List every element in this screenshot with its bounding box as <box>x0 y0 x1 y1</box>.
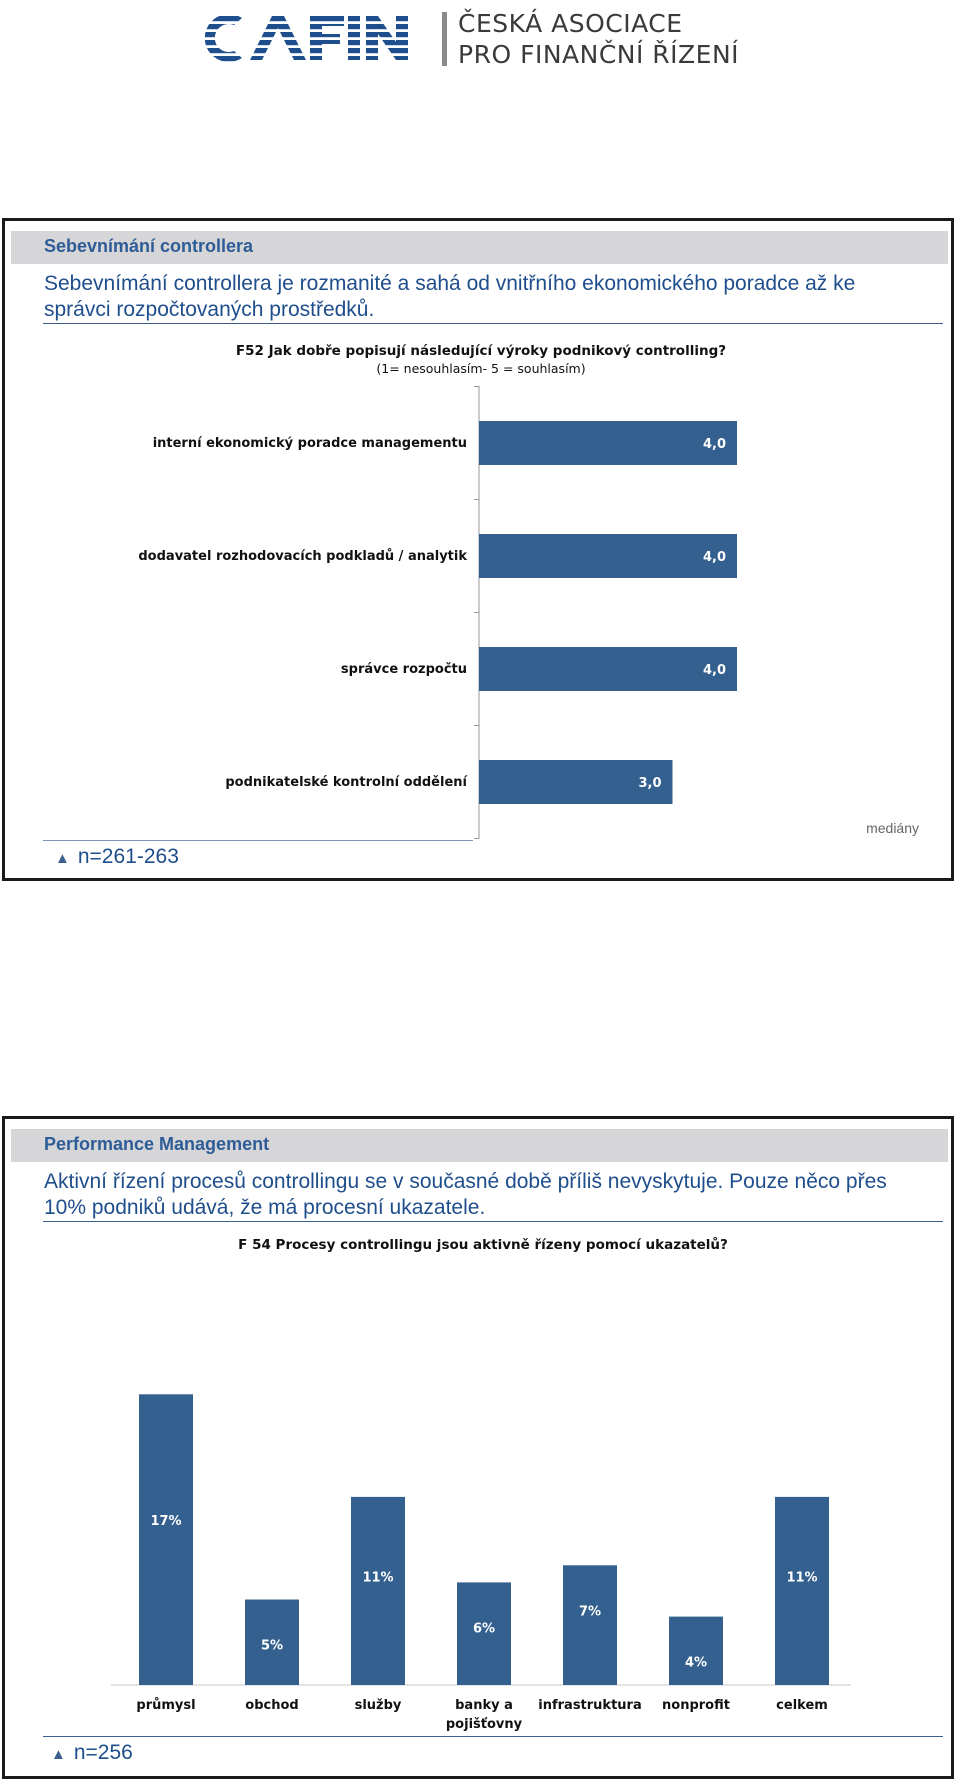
data-label: 5% <box>261 1639 283 1654</box>
bar <box>563 1565 617 1685</box>
org-name: ČESKÁ ASOCIACE PRO FINANČNÍ ŘÍZENÍ <box>458 8 739 70</box>
triangle-icon: ▲ <box>51 1746 66 1763</box>
data-label: 4% <box>685 1656 707 1671</box>
data-label: 7% <box>579 1604 601 1619</box>
category-label: služby <box>355 1698 402 1713</box>
category-label: průmysl <box>136 1698 195 1713</box>
cafin-logo: ČESKÁ ASOCIACE PRO FINANČNÍ ŘÍZENÍ <box>190 8 770 70</box>
divider-top <box>43 323 943 324</box>
divider-bottom <box>43 840 473 841</box>
data-label: 4,0 <box>703 437 726 452</box>
sample-size-text: n=261-263 <box>77 845 179 868</box>
slide-summary-text: Aktivní řízení procesů controllingu se v… <box>44 1170 887 1219</box>
category-label: dodavatel rozhodovacích podkladů / analy… <box>138 549 467 564</box>
slide-title: Performance Management <box>44 1134 270 1154</box>
bar <box>669 1616 723 1685</box>
bar <box>457 1582 511 1685</box>
sample-size-text: n=256 <box>73 1741 133 1764</box>
logo-divider <box>442 12 447 66</box>
triangle-icon: ▲ <box>55 850 70 867</box>
slide-self-perception: Sebevnímání controllera Sebevnímání cont… <box>2 218 954 881</box>
category-label: správce rozpočtu <box>341 662 467 677</box>
data-label: 6% <box>473 1621 495 1636</box>
sample-size-label: ▲ n=256 <box>51 1741 133 1765</box>
category-label: celkem <box>776 1698 828 1713</box>
bar <box>479 760 673 804</box>
bar <box>479 647 737 691</box>
slide-title: Sebevnímání controllera <box>44 236 254 256</box>
title-band <box>11 231 948 264</box>
category-label: obchod <box>245 1698 298 1713</box>
divider-bottom <box>43 1736 943 1737</box>
bar <box>351 1496 405 1685</box>
divider-top <box>43 1221 943 1222</box>
bar <box>139 1394 193 1685</box>
bar <box>479 421 737 465</box>
slide-performance-management: Performance Management Aktivní řízení pr… <box>2 1116 954 1779</box>
sample-size-label: ▲ n=261-263 <box>55 845 179 869</box>
bar <box>245 1599 299 1685</box>
org-name-line2: PRO FINANČNÍ ŘÍZENÍ <box>458 40 740 69</box>
cafin-logo-mark <box>204 14 408 63</box>
category-label: interní ekonomický poradce managementu <box>153 436 467 451</box>
category-label: podnikatelské kontrolní oddělení <box>225 775 468 790</box>
chart-f52: F52 Jak dobře popisují následující výrok… <box>138 343 737 839</box>
data-label: 17% <box>150 1514 181 1529</box>
category-label: nonprofit <box>662 1698 730 1713</box>
org-name-line1: ČESKÁ ASOCIACE <box>458 9 683 38</box>
chart-subtitle: (1= nesouhlasím- 5 = souhlasím) <box>376 361 585 376</box>
bar <box>479 534 737 578</box>
chart-f54: F 54 Procesy controllingu jsou aktivně ř… <box>111 1236 851 1732</box>
slide-summary-text: Sebevnímání controllera je rozmanité a s… <box>44 272 856 321</box>
category-label: banky a pojišťovny <box>446 1698 523 1732</box>
category-label: infrastruktura <box>538 1698 641 1713</box>
data-label: 3,0 <box>638 776 661 791</box>
data-label: 4,0 <box>703 663 726 678</box>
chart-title: F52 Jak dobře popisují následující výrok… <box>236 343 726 359</box>
title-band <box>11 1129 948 1162</box>
data-label: 11% <box>362 1571 393 1586</box>
bar <box>775 1496 829 1685</box>
data-label: 11% <box>786 1571 817 1586</box>
chart-title: F 54 Procesy controllingu jsou aktivně ř… <box>238 1236 728 1253</box>
median-note: mediány <box>866 820 919 836</box>
data-label: 4,0 <box>703 550 726 565</box>
